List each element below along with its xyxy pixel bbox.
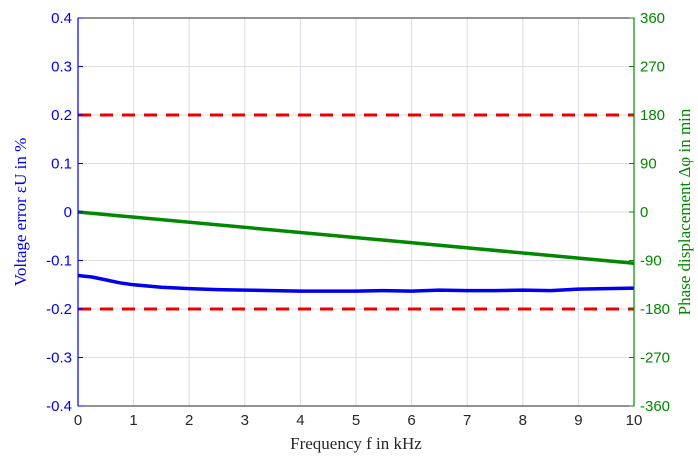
x-tick-label: 2 xyxy=(185,412,193,429)
right-y-tick-label: -180 xyxy=(640,301,670,318)
x-tick-label: 6 xyxy=(407,412,415,429)
right-y-tick-label: -90 xyxy=(640,253,662,270)
right-y-tick-label: 360 xyxy=(640,10,665,27)
left-y-axis-title: Voltage error εU in % xyxy=(11,138,30,286)
x-axis-title: Frequency f in kHz xyxy=(290,434,422,453)
left-y-tick-label: 0 xyxy=(64,204,72,221)
right-y-tick-label: 270 xyxy=(640,59,665,76)
x-axis: 0 1 2 3 4 5 6 7 8 9 10 xyxy=(74,412,643,429)
x-tick-label: 8 xyxy=(519,412,527,429)
series-layer xyxy=(77,113,635,311)
phase-displacement-line xyxy=(77,210,635,265)
left-y-tick-label: 0.1 xyxy=(51,156,72,173)
right-y-tick-label: 90 xyxy=(640,156,657,173)
left-y-tick-label: 0.2 xyxy=(51,107,72,124)
x-tick-label: 7 xyxy=(463,412,471,429)
x-tick-label: 5 xyxy=(352,412,360,429)
right-y-tick-label: 180 xyxy=(640,107,665,124)
x-tick-label: 10 xyxy=(626,412,643,429)
x-tick-label: 1 xyxy=(129,412,137,429)
right-y-tick-label: -360 xyxy=(640,398,670,415)
voltage-error-line xyxy=(77,273,635,293)
grid xyxy=(77,17,635,407)
x-tick-label: 3 xyxy=(241,412,249,429)
left-y-tick-label: -0.2 xyxy=(46,301,72,318)
x-tick-label: 4 xyxy=(296,412,304,429)
left-y-tick-label: 0.4 xyxy=(51,10,72,27)
right-y-tick-label: 0 xyxy=(640,204,648,221)
left-y-tick-label: -0.1 xyxy=(46,253,72,270)
left-y-axis: 0.4 0.3 0.2 0.1 0 -0.1 -0.2 -0.3 -0.4 xyxy=(46,10,83,415)
left-y-tick-label: -0.4 xyxy=(46,398,72,415)
x-tick-label: 0 xyxy=(74,412,82,429)
left-y-tick-label: -0.3 xyxy=(46,350,72,367)
right-y-tick-label: -270 xyxy=(640,350,670,367)
x-tick-label: 9 xyxy=(574,412,582,429)
right-y-axis-title: Phase displacement Δφ in min xyxy=(675,108,694,315)
right-y-axis: 360 270 180 90 0 -90 -180 -270 -360 xyxy=(629,10,670,415)
left-y-tick-label: 0.3 xyxy=(51,59,72,76)
